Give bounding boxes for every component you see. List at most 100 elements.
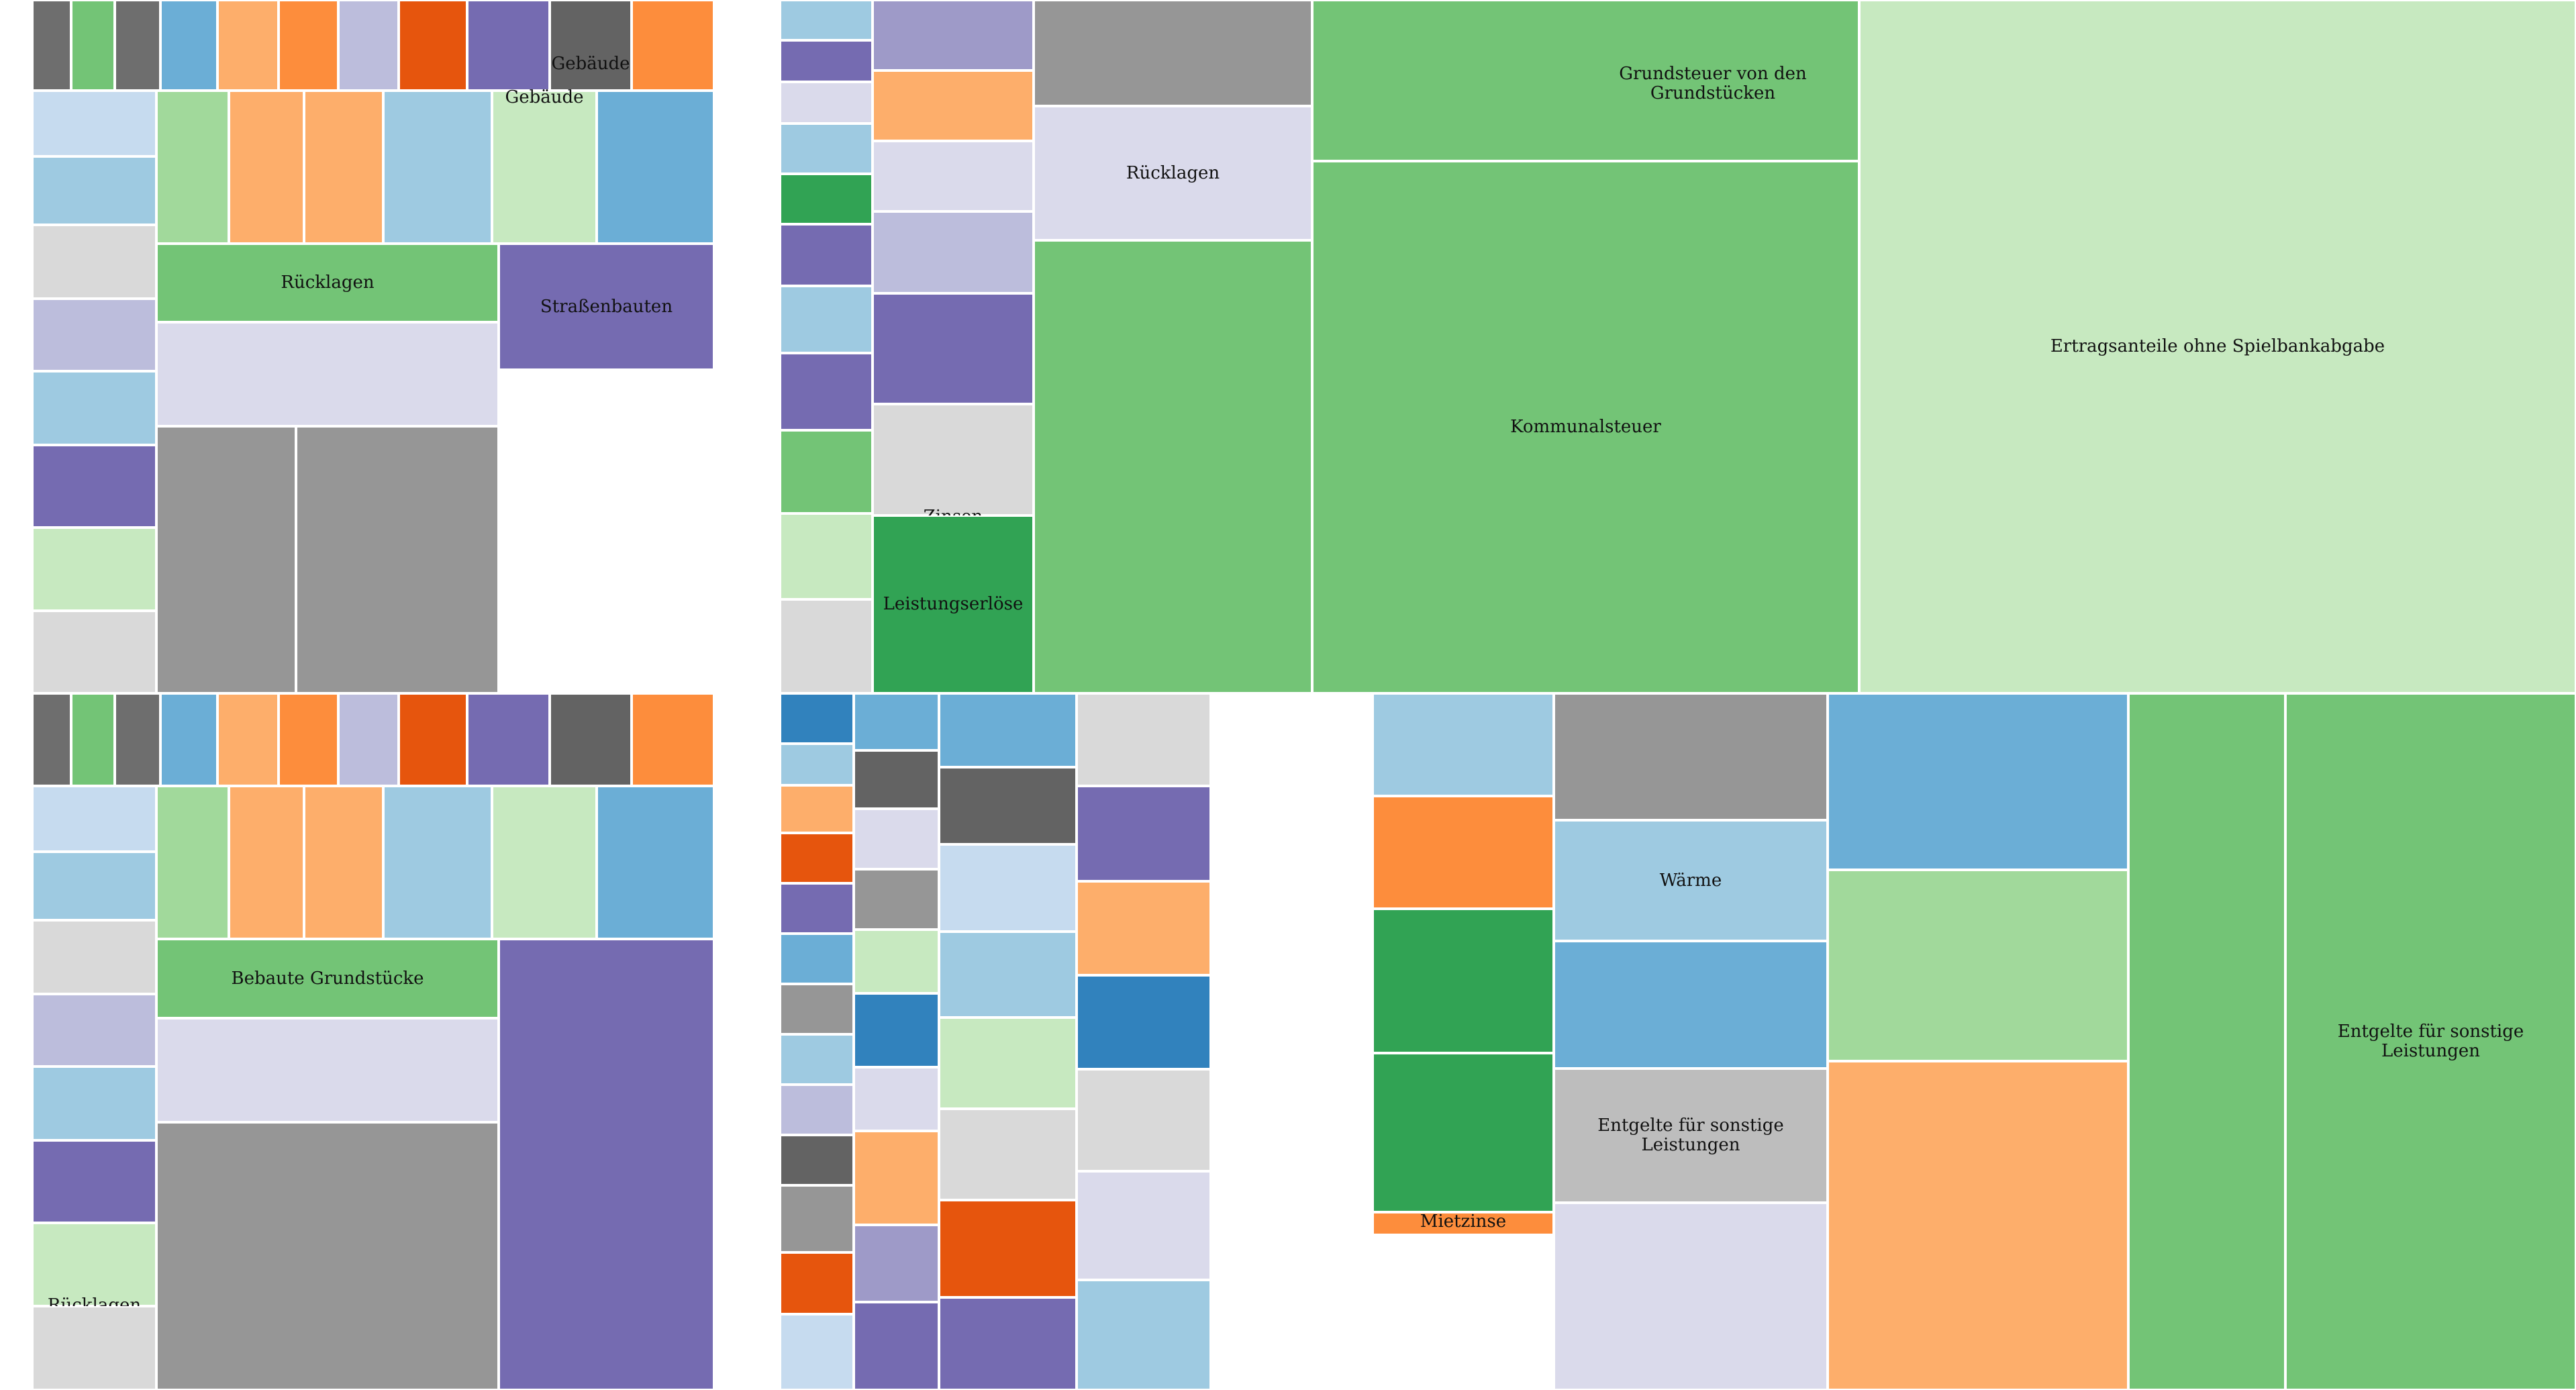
treemap-cell — [279, 0, 338, 91]
treemap-cell — [854, 993, 939, 1067]
treemap-cell — [1828, 1061, 2128, 1390]
treemap-cell — [780, 833, 854, 883]
treemap-cell — [383, 91, 492, 244]
treemap-cell — [32, 299, 156, 371]
treemap-cell — [279, 693, 338, 786]
treemap-cell — [939, 932, 1077, 1017]
treemap-cell — [156, 91, 229, 244]
treemap-cell — [160, 0, 217, 91]
treemap-cell — [780, 40, 873, 82]
treemap-cell — [1034, 106, 1312, 240]
treemap-cell — [939, 1017, 1077, 1109]
treemap-cell — [780, 430, 873, 513]
treemap-cell — [939, 1200, 1077, 1297]
treemap-cell — [2285, 693, 2576, 1390]
treemap-cell — [873, 70, 1034, 141]
treemap-cell — [873, 141, 1034, 211]
treemap-cell — [1077, 693, 1211, 786]
treemap-cell — [854, 1067, 939, 1131]
treemap-cell — [780, 1185, 854, 1252]
treemap-cell — [780, 353, 873, 430]
treemap-cell — [32, 1306, 156, 1390]
treemap-cell — [467, 0, 550, 91]
treemap-cell — [939, 844, 1077, 932]
treemap-cell — [399, 693, 467, 786]
treemap-cell — [1077, 1069, 1211, 1171]
treemap-cell — [854, 1131, 939, 1225]
treemap-cell — [32, 920, 156, 994]
treemap-cell — [383, 786, 492, 939]
treemap-cell — [854, 1225, 939, 1302]
treemap-cell — [399, 0, 467, 91]
treemap-cell — [71, 693, 115, 786]
treemap-cell — [338, 693, 399, 786]
treemap-cell — [1554, 1203, 1828, 1390]
treemap-cell — [939, 767, 1077, 844]
treemap-cell — [1373, 1212, 1554, 1235]
treemap-cell — [780, 599, 873, 693]
treemap-cell — [854, 1302, 939, 1390]
treemap-cell — [1554, 820, 1828, 941]
treemap-cell — [32, 91, 156, 156]
treemap-cell — [550, 693, 632, 786]
treemap-cell — [217, 693, 279, 786]
treemap-cell — [1034, 0, 1312, 106]
treemap-cell — [780, 286, 873, 353]
treemap-cell — [854, 930, 939, 993]
treemap-cell — [780, 934, 854, 984]
treemap-cell — [780, 883, 854, 934]
treemap-cell — [1859, 0, 2576, 693]
treemap-cell — [1312, 161, 1859, 693]
treemap-cell — [156, 939, 499, 1018]
treemap-cell — [32, 156, 156, 225]
treemap-cell — [32, 994, 156, 1066]
treemap-cell — [71, 0, 115, 91]
treemap-cell — [32, 445, 156, 528]
treemap-cell — [1373, 909, 1554, 1053]
treemap-cell — [854, 809, 939, 869]
treemap-cell — [854, 693, 939, 750]
treemap-cell — [304, 786, 383, 939]
treemap-cell — [296, 426, 499, 693]
treemap-cell — [32, 225, 156, 299]
treemap-cell — [873, 293, 1034, 404]
treemap-cell — [32, 786, 156, 852]
treemap-cell — [780, 693, 854, 744]
treemap-cell — [115, 693, 160, 786]
treemap-cell — [2128, 693, 2285, 1390]
treemap-cell — [780, 82, 873, 123]
treemap-cell — [1554, 1069, 1828, 1203]
treemap-cell — [873, 211, 1034, 293]
treemap-cell — [1077, 786, 1211, 881]
treemap-cell — [1077, 975, 1211, 1069]
treemap-cell — [854, 750, 939, 809]
treemap-cell — [550, 0, 632, 91]
treemap-cell — [1373, 796, 1554, 909]
treemap-cell — [873, 0, 1034, 70]
treemap-cell — [1077, 1171, 1211, 1280]
treemap-cell — [939, 1297, 1077, 1390]
treemap-cell — [1828, 693, 2128, 870]
treemap-cell — [492, 91, 597, 244]
treemap-cell — [1554, 941, 1828, 1069]
treemap-cell — [780, 0, 873, 40]
treemap-cell — [939, 1109, 1077, 1200]
treemap-cell — [32, 852, 156, 920]
treemap-cell — [229, 91, 304, 244]
treemap-cell — [32, 1140, 156, 1223]
treemap-cell — [854, 869, 939, 930]
treemap-cell — [32, 0, 71, 91]
treemap-cell — [597, 786, 714, 939]
treemap-cell — [780, 1034, 854, 1085]
treemap-cell — [632, 693, 714, 786]
treemap-cell — [160, 693, 217, 786]
treemap-cell — [780, 174, 873, 224]
treemap-cell — [492, 786, 597, 939]
treemap-cell — [780, 744, 854, 785]
treemap-cell — [780, 224, 873, 286]
treemap-cell — [156, 786, 229, 939]
treemap-cell — [32, 1066, 156, 1140]
treemap-cell — [467, 693, 550, 786]
treemap-cell — [780, 1135, 854, 1185]
